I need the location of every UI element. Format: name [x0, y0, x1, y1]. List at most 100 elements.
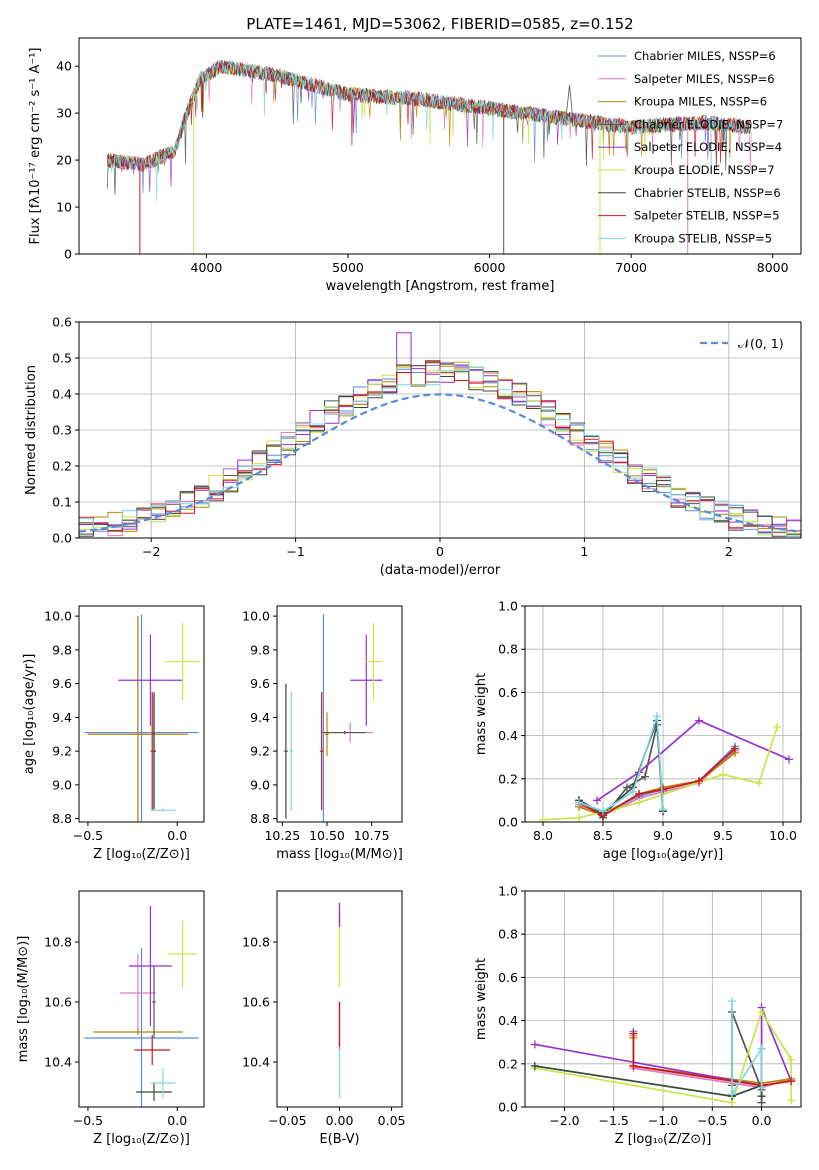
weight-series-marker — [719, 770, 727, 779]
y-tick-label: 20 — [56, 153, 72, 168]
y-tick-label: 10.8 — [242, 935, 270, 950]
legend-label: Kroupa MILES, NSSP=6 — [634, 95, 767, 109]
weight-series-marker — [757, 1083, 766, 1092]
y-tick-label: 9.0 — [250, 777, 270, 792]
legend-label: Salpeter MILES, NSSP=6 — [634, 72, 775, 86]
x-tick-label: −0.05 — [268, 1113, 306, 1128]
weight-series-marker — [757, 1092, 766, 1101]
x-tick-label: 1 — [580, 544, 588, 559]
weight-series-marker — [785, 755, 793, 764]
axes-frame — [78, 37, 802, 255]
y-tick-label: 0.0 — [498, 1100, 518, 1115]
y-tick-label: 9.6 — [250, 676, 270, 691]
weight-series-marker — [629, 787, 637, 796]
y-tick-label: 0.4 — [52, 387, 72, 402]
weight-series-marker — [787, 1077, 796, 1086]
y-tick-label: 10.0 — [44, 609, 72, 624]
age-vs-mass-axes: 10.25 10.50 10.75 8.8 9.0 9.2 9.4 9.6 9.8 10.0 mas… — [242, 605, 403, 862]
x-tick-label: 0.05 — [378, 1113, 406, 1128]
y-tick-label: 1.0 — [498, 599, 518, 614]
weight-series-marker — [731, 744, 739, 753]
y-tick-label: 0.8 — [498, 642, 518, 657]
y-tick-label: 8.8 — [52, 811, 72, 826]
weight-series-marker — [641, 772, 649, 781]
weight-series-marker — [635, 789, 643, 798]
weight-series-marker — [539, 815, 547, 822]
y-axis-label: mass [log₁₀(M/M⊙)] — [16, 936, 31, 1063]
x-tick-label: 10.0 — [769, 828, 797, 843]
weight-series-marker — [599, 807, 607, 816]
plot-area — [106, 59, 752, 254]
x-tick-label: 8.5 — [593, 828, 613, 843]
weight-series-line — [578, 752, 736, 817]
y-tick-label: 0.5 — [52, 351, 72, 366]
weight-series-line — [632, 1033, 792, 1087]
x-tick-label: 8000 — [757, 260, 789, 275]
weight-series-marker — [575, 813, 583, 822]
axes-frame — [276, 605, 403, 823]
x-tick-label: 0 — [436, 544, 444, 559]
y-tick-label: 0.1 — [52, 495, 72, 510]
y-tick-label: 10.8 — [44, 935, 72, 950]
normal-curve — [79, 393, 801, 533]
histogram-series — [79, 366, 801, 537]
weight-series-line — [731, 1001, 763, 1097]
x-axis-label: Z [log₁₀(Z/Z⊙)] — [615, 1132, 712, 1147]
weight-series-marker — [593, 796, 601, 805]
spectrum-emission-line — [565, 84, 574, 123]
legend-label: Chabrier MILES, NSSP=6 — [634, 49, 776, 63]
spectrum-series-line — [106, 59, 752, 202]
y-tick-label: 0.0 — [498, 815, 518, 830]
y-tick-label: 9.2 — [250, 744, 270, 759]
y-axis-label: Flux [fλ10⁻¹⁷ erg cm⁻² s⁻¹ A⁻¹] — [28, 48, 43, 245]
histogram-series — [79, 360, 801, 534]
weight-series-marker — [530, 1040, 539, 1049]
weight-series-marker — [757, 1044, 766, 1053]
weight-series-marker — [629, 1061, 638, 1070]
weight-series-marker — [635, 798, 643, 807]
y-tick-label: 10.0 — [242, 609, 270, 624]
weight-series-marker — [773, 722, 781, 731]
x-tick-label: −0.5 — [697, 1113, 727, 1128]
weight-vs-Z-axes: −2.0 −1.5 −1.0 −0.5 0.0 0.0 0.2 0.4 0.6 0.8 1.0 Z [… — [474, 884, 802, 1147]
axes-frame — [78, 890, 205, 1108]
legend-label: Chabrier STELIB, NSSP=6 — [634, 186, 781, 200]
y-tick-label: 30 — [56, 106, 72, 121]
x-tick-label: −1.5 — [599, 1113, 629, 1128]
plot-area — [284, 614, 383, 822]
x-tick-label: 0.0 — [752, 1113, 772, 1128]
x-axis-label: (data-model)/error — [380, 563, 501, 578]
y-axis-label: mass weight — [474, 958, 489, 1040]
y-tick-label: 9.8 — [250, 642, 270, 657]
y-tick-label: 9.8 — [52, 642, 72, 657]
y-axis-label: Normed distribution — [24, 365, 39, 495]
y-tick-label: 0.2 — [498, 1056, 518, 1071]
x-tick-label: −1 — [286, 544, 304, 559]
y-tick-label: 10 — [56, 200, 72, 215]
legend-label: Kroupa ELODIE, NSSP=7 — [634, 163, 775, 177]
x-tick-label: 0.0 — [167, 1113, 187, 1128]
weight-series-marker — [659, 805, 667, 814]
weight-series-marker — [757, 1007, 766, 1016]
weight-series-line — [578, 747, 736, 817]
weight-vs-age-axes: 8.0 8.5 9.0 9.5 10.0 0.0 0.2 0.4 0.6 0.8 1.0 age [l… — [474, 599, 802, 862]
plot-area — [84, 614, 201, 822]
x-tick-label: 10.50 — [309, 828, 345, 843]
x-tick-label: −2 — [142, 544, 160, 559]
x-tick-label: 8.0 — [533, 828, 553, 843]
x-tick-label: 10.25 — [264, 828, 300, 843]
x-tick-label: 2 — [725, 544, 733, 559]
y-tick-label: 0.6 — [498, 685, 518, 700]
weight-series-marker — [728, 997, 736, 1006]
y-tick-label: 9.2 — [52, 744, 72, 759]
legend-label: 𝒩(0, 1) — [738, 336, 784, 351]
weight-series-marker — [659, 785, 667, 794]
plot-area — [530, 997, 796, 1107]
legend-label: Salpeter ELODIE, NSSP=4 — [634, 140, 782, 154]
weight-series-marker — [728, 1090, 736, 1099]
x-axis-label: mass [log₁₀(M/M⊙)] — [276, 847, 403, 862]
y-tick-label: 8.8 — [250, 811, 270, 826]
y-tick-label: 40 — [56, 59, 72, 74]
y-tick-label: 10.4 — [242, 1055, 270, 1070]
x-tick-label: 4000 — [191, 260, 223, 275]
